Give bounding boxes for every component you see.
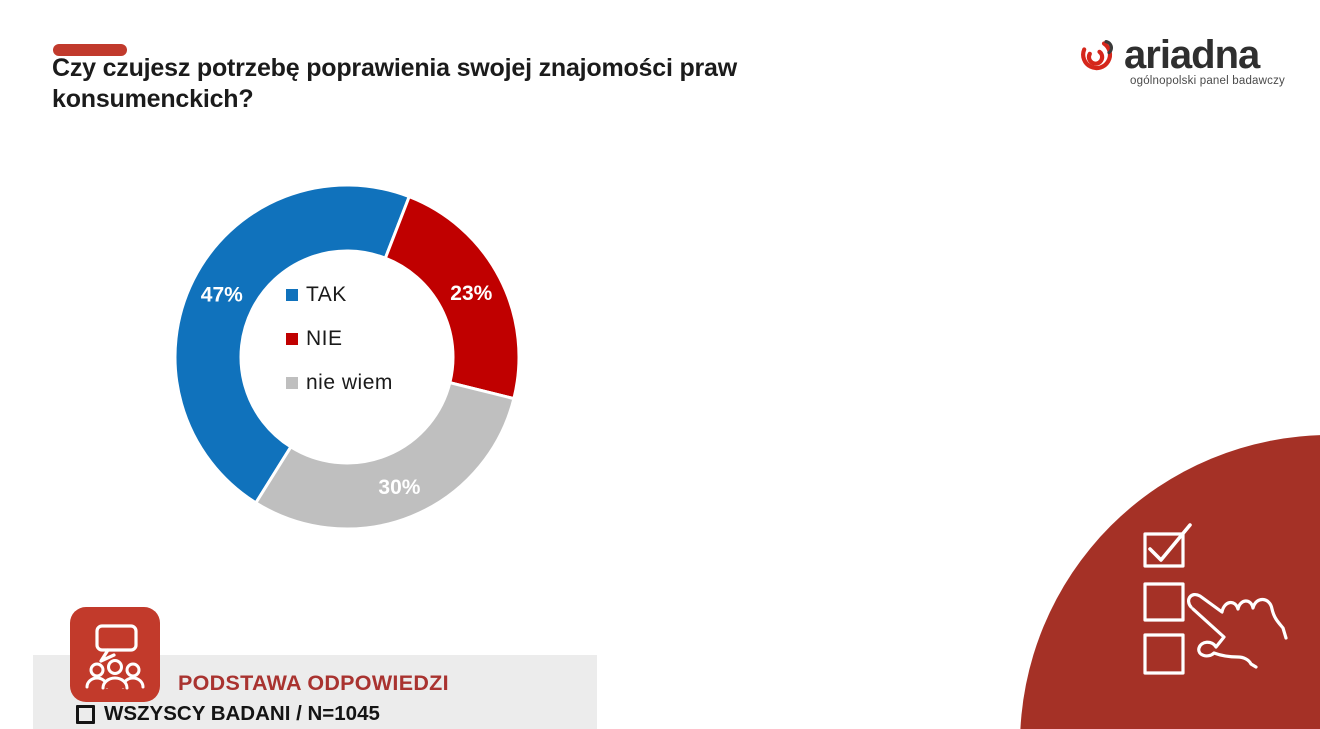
logo-wordmark: ariadna [1124, 33, 1260, 77]
audience-icon [70, 607, 160, 702]
checkbox-bullet-icon [76, 705, 95, 724]
legend-label: TAK [306, 283, 347, 306]
pie-slice-nie [383, 194, 521, 401]
ariadna-logo: ariadna ogólnopolski panel badawczy [1076, 30, 1290, 96]
question-title-line1: Czy czujesz potrzebę poprawienia swojej … [52, 54, 738, 82]
legend-label: NIE [306, 327, 343, 350]
logo-spiral-icon [1081, 40, 1113, 71]
legend-swatch [286, 333, 298, 345]
legend-item-nie-wiem: nie wiem [286, 371, 393, 394]
checklist-hand-icon [1143, 523, 1288, 675]
legend-label: nie wiem [306, 371, 393, 394]
title-accent-bar [53, 44, 127, 56]
pie-slice-label: 23% [450, 282, 492, 305]
legend-item-tak: TAK [286, 283, 393, 306]
audience-icon-art [85, 624, 145, 690]
question-title-line2: konsumenckich? [52, 85, 254, 113]
pie-slice-label: 47% [201, 284, 243, 307]
donut-chart: 47% 23% 30% [173, 183, 521, 531]
legend-swatch [286, 377, 298, 389]
basis-sample: WSZYSCY BADANI / N=1045 [104, 702, 380, 725]
basis-heading: PODSTAWA ODPOWIEDZI [178, 671, 449, 695]
pie-slice-tak [173, 183, 412, 505]
question-title: Czy czujesz potrzebę poprawienia swojej … [52, 53, 832, 115]
legend-swatch [286, 289, 298, 301]
legend-item-nie: NIE [286, 327, 393, 350]
pie-slice-nie-wiem [253, 380, 516, 531]
logo-tagline: ogólnopolski panel badawczy [1130, 75, 1286, 87]
chart-legend: TAK NIE nie wiem [286, 283, 393, 394]
pie-slice-label: 30% [378, 476, 420, 499]
